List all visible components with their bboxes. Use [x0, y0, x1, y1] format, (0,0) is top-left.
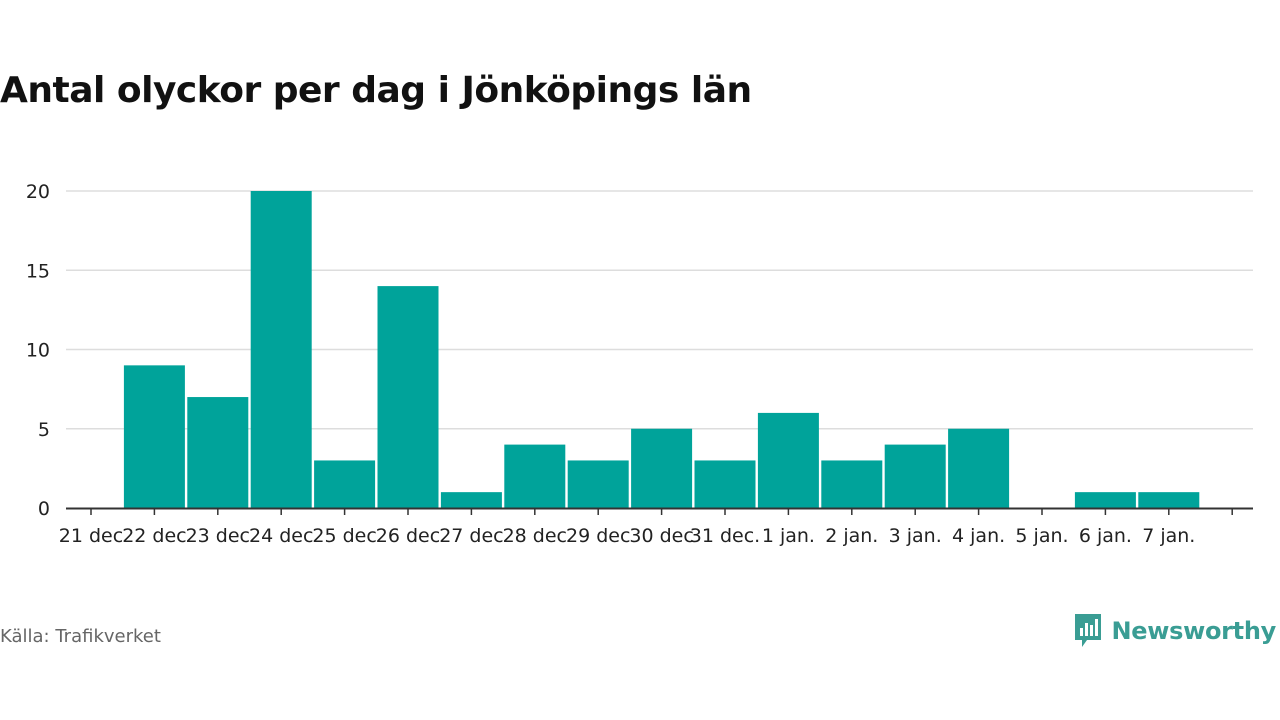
x-tick-label: 25 dec: [312, 525, 376, 547]
y-tick-label: 20: [26, 181, 50, 203]
bar: [504, 444, 566, 508]
bar: [1074, 492, 1136, 508]
bar: [250, 191, 312, 508]
bar: [377, 286, 439, 508]
bar: [884, 444, 946, 508]
x-tick-label: 24 dec: [249, 525, 313, 547]
bar: [440, 492, 502, 508]
y-tick-label: 5: [38, 419, 50, 441]
x-tick-label: 23 dec: [186, 525, 250, 547]
bar: [314, 460, 376, 508]
bar: [821, 460, 883, 508]
brand-logo: Newsworthy: [1073, 612, 1276, 650]
bar: [948, 428, 1010, 508]
x-tick-label: 31 dec.: [690, 525, 760, 547]
x-tick-label: 26 dec: [376, 525, 440, 547]
bar: [631, 428, 693, 508]
bars: [123, 191, 1200, 508]
gridlines: [66, 190, 1253, 430]
bar: [123, 365, 185, 508]
x-tick-label: 3 jan.: [889, 525, 942, 547]
newsworthy-logo-icon: [1075, 614, 1102, 647]
y-axis-ticks: 0 5 10 15 20: [26, 181, 50, 520]
x-tick-label: 1 jan.: [762, 525, 815, 547]
x-tick-label: 4 jan.: [952, 525, 1005, 547]
bar: [757, 412, 819, 508]
brand-name: Newsworthy: [1111, 617, 1276, 645]
y-tick-label: 0: [38, 498, 50, 520]
bar: [187, 397, 249, 508]
x-tick-label: 22 dec: [122, 525, 186, 547]
bar: [694, 460, 756, 508]
y-tick-label: 15: [26, 260, 50, 282]
x-tick-label: 21 dec: [59, 525, 123, 547]
bar: [567, 460, 629, 508]
x-tick-label: 7 jan.: [1142, 525, 1195, 547]
chart-title: Antal olyckor per dag i Jönköpings län: [0, 70, 752, 111]
x-tick-label: 2 jan.: [825, 525, 878, 547]
y-tick-label: 10: [26, 340, 50, 362]
x-tick-label: 30 dec: [629, 525, 693, 547]
x-tick-label: 28 dec: [503, 525, 567, 547]
x-tick-label: 27 dec: [439, 525, 503, 547]
x-tick-label: 5 jan.: [1015, 525, 1068, 547]
x-tick-label: 6 jan.: [1079, 525, 1132, 547]
source-note: Källa: Trafikverket: [0, 626, 161, 647]
bar: [1138, 492, 1200, 508]
x-tick-label: 29 dec: [566, 525, 630, 547]
